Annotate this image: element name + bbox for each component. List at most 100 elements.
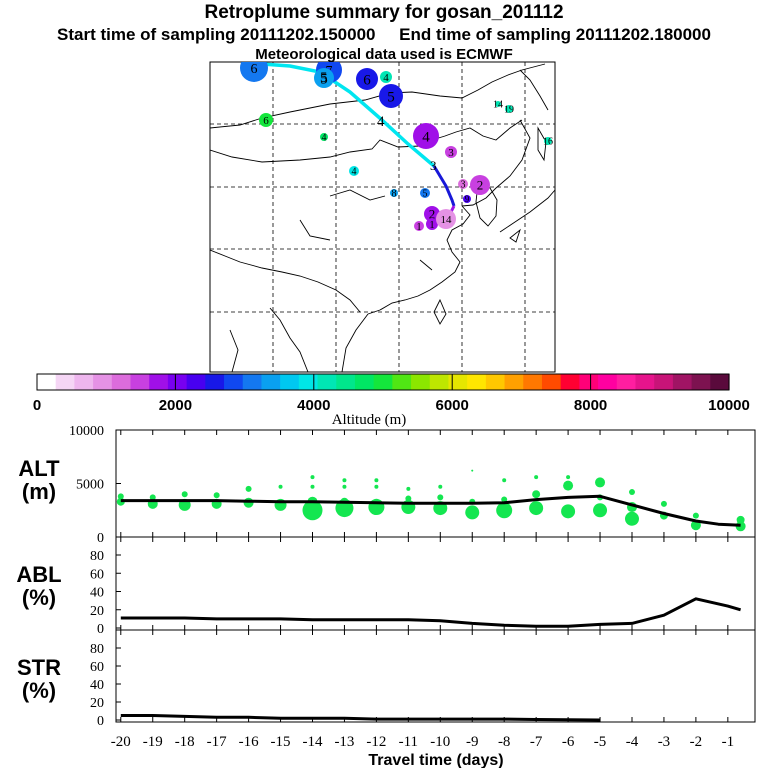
met-data-label: Meteorological data used is ECMWF xyxy=(255,46,513,63)
colorbar-cell xyxy=(448,374,468,390)
y-tick-label: 20 xyxy=(90,696,104,711)
map-marker-dot xyxy=(314,68,334,88)
altitude-point xyxy=(374,478,379,483)
colorbar-ticks: 0 2000 4000 6000 8000 10000 xyxy=(33,374,750,414)
map-marker: 1 xyxy=(414,221,424,233)
altitude-point xyxy=(660,500,667,507)
altitude-point xyxy=(342,478,347,483)
x-tick-label: -16 xyxy=(239,734,259,750)
altitude-point xyxy=(310,484,315,489)
y-axis-label-line2: (%) xyxy=(22,678,56,703)
panel-frame xyxy=(115,429,756,538)
y-axis-label-line1: STR xyxy=(17,655,61,680)
map-marker: 5 xyxy=(379,84,403,108)
altitude-point xyxy=(406,486,411,491)
colorbar-tick-label: 2000 xyxy=(159,397,192,414)
map-marker: 3 xyxy=(445,146,457,159)
colorbar-tick-label: 10000 xyxy=(708,397,750,414)
map-marker-label: 2 xyxy=(429,207,436,222)
y-tick-label: 0 xyxy=(97,531,104,546)
colorbar-tick-label: 6000 xyxy=(436,397,469,414)
colorbar-cell xyxy=(111,374,132,390)
map-marker-label: 1 xyxy=(429,219,435,231)
colorbar-cell xyxy=(560,374,580,390)
x-tick-label: -9 xyxy=(466,734,479,750)
x-tick-label: -15 xyxy=(271,734,291,750)
colorbar-cell xyxy=(392,374,412,390)
series-line-abl xyxy=(120,597,742,628)
map-marker-label: 4 xyxy=(322,133,327,144)
map-marker: 9 xyxy=(463,194,471,204)
colorbar-tick-label: 4000 xyxy=(297,397,330,414)
altitude-point xyxy=(496,502,513,519)
panel-frame xyxy=(115,629,756,723)
y-axis-label-line1: ALT xyxy=(18,456,60,481)
panel-alt: 0 5000 10000 ALT(m) xyxy=(18,424,756,546)
map-marker-label: 14 xyxy=(493,100,503,111)
y-tick-label: 80 xyxy=(90,549,104,564)
altitude-point xyxy=(437,494,444,501)
map-marker-dot xyxy=(458,179,468,189)
x-tick-label: -8 xyxy=(498,734,511,750)
altitude-point xyxy=(692,512,699,519)
map-marker-label: 16 xyxy=(543,137,553,148)
end-time-label: End time of sampling 20111202.180000 xyxy=(399,25,711,44)
x-tick-label: -13 xyxy=(334,734,354,750)
map-marker: 4 xyxy=(413,123,439,149)
colorbar-cell xyxy=(186,374,206,390)
map-marker-label: 5 xyxy=(320,71,328,87)
map-marker: 6 xyxy=(259,113,273,127)
y-axis-label-line1: ABL xyxy=(16,562,61,587)
altitude-point xyxy=(471,469,474,472)
map-marker-label: 6 xyxy=(251,62,258,77)
map-marker-label: 6 xyxy=(363,72,371,88)
map-marker-label: 5 xyxy=(423,189,428,200)
map-marker-label: 1 xyxy=(416,221,422,233)
plume-path-lower xyxy=(432,165,456,207)
x-tick-label: -2 xyxy=(690,734,703,750)
altitude-point xyxy=(502,478,507,483)
altitude-point xyxy=(243,497,254,508)
map-marker-dot xyxy=(505,105,513,113)
colorbar-cell xyxy=(354,374,375,390)
altitude-point xyxy=(438,484,443,489)
y-axis-label-line2: (m) xyxy=(22,479,56,504)
map-marker-label: 6 xyxy=(263,115,269,127)
altitude-point xyxy=(342,484,347,489)
y-tick-label: 10000 xyxy=(69,424,104,439)
altitude-point xyxy=(736,515,745,524)
panel-str: 0 20 40 60 80 STR(%) xyxy=(17,629,756,729)
map-marker-dot xyxy=(349,166,359,176)
x-tick-label: -19 xyxy=(143,734,163,750)
colorbar-title: Altitude (m) xyxy=(332,412,407,428)
altitude-point xyxy=(563,480,574,491)
altitude-point xyxy=(561,504,576,519)
colorbar-cell xyxy=(598,374,618,390)
colorbar-cell xyxy=(504,374,524,390)
x-tick-label: -17 xyxy=(207,734,227,750)
colorbar-cell xyxy=(261,374,281,390)
plume-path-upper xyxy=(261,62,436,168)
path-label-5: 5 xyxy=(320,70,328,86)
x-tick-label: -3 xyxy=(658,734,671,750)
map-marker: 19 xyxy=(504,105,514,116)
colorbar-cell xyxy=(242,374,263,390)
colorbar-cell xyxy=(523,374,543,390)
x-axis-title: Travel time (days) xyxy=(368,752,503,768)
x-tick-label: -4 xyxy=(626,734,639,750)
colorbar-cell xyxy=(429,374,450,390)
y-tick-label: 20 xyxy=(90,604,104,619)
x-tick-label: -20 xyxy=(111,734,131,750)
y-tick-label: 60 xyxy=(90,660,104,675)
map-marker-dot xyxy=(424,206,440,222)
altitude-point xyxy=(310,475,315,480)
x-tick-label: -1 xyxy=(722,734,735,750)
colorbar-cell xyxy=(298,374,319,390)
panel-abl: 0 20 40 60 80 ABL(%) xyxy=(16,536,756,637)
map-marker: 16 xyxy=(543,137,553,148)
time-series-panels: 0500010000ALT(m)020406080ABL(%)020406080… xyxy=(16,424,756,768)
y-tick-label: 0 xyxy=(97,714,104,729)
x-tick-label: -14 xyxy=(302,734,322,750)
map-marker-dot xyxy=(420,188,430,198)
